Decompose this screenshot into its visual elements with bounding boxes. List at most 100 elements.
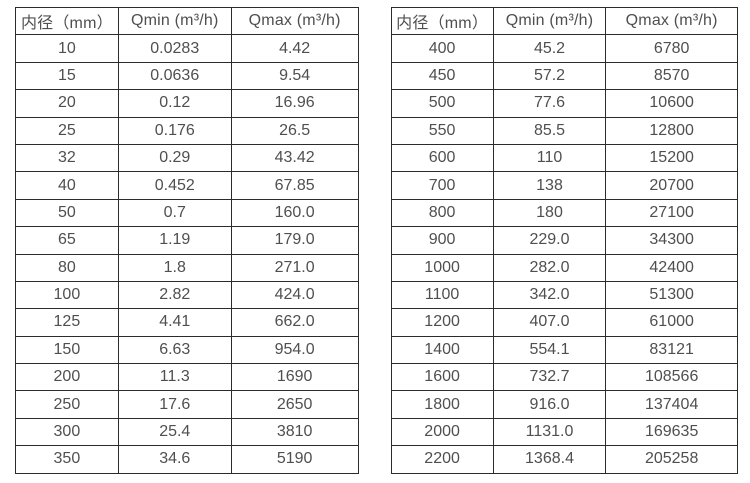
table-cell: 27100 xyxy=(605,198,738,228)
table-cell: 662.0 xyxy=(230,308,359,337)
table-cell: 0.12 xyxy=(117,89,232,118)
table-row: 150 6.63 954.0 xyxy=(15,335,359,365)
table-cell: 20 xyxy=(15,89,119,118)
table-cell: 8570 xyxy=(605,61,738,91)
table-cell: 0.29 xyxy=(117,143,232,173)
table-row: 10 0.0283 4.42 xyxy=(15,34,359,63)
table-cell: 83121 xyxy=(605,335,738,365)
table-row: 500 77.6 10600 xyxy=(390,89,738,118)
table-cell: 10 xyxy=(15,34,119,63)
table-cell: 1800 xyxy=(390,390,494,419)
table-cell: 45.2 xyxy=(492,34,607,63)
table-cell: 424.0 xyxy=(230,280,359,310)
table-cell: 12800 xyxy=(605,116,738,145)
table-row: 100 2.82 424.0 xyxy=(15,280,359,310)
header-row: 内径（mm） Qmin (m³/h) Qmax (m³/h) xyxy=(15,6,359,36)
table-cell: 500 xyxy=(390,89,494,118)
table-row: 125 4.41 662.0 xyxy=(15,308,359,337)
table-cell: 15 xyxy=(15,61,119,91)
table-cell: 34300 xyxy=(605,226,738,255)
table-cell: 4.41 xyxy=(117,308,232,337)
table-row: 2200 1368.4 205258 xyxy=(390,445,738,474)
table-cell: 179.0 xyxy=(230,226,359,255)
table-cell: 954.0 xyxy=(230,335,359,365)
table-cell: 282.0 xyxy=(492,253,607,282)
table-cell: 25 xyxy=(15,116,119,145)
table-cell: 1600 xyxy=(390,363,494,392)
table-cell: 1100 xyxy=(390,280,494,310)
table-cell: 2650 xyxy=(230,390,359,419)
table-row: 550 85.5 12800 xyxy=(390,116,738,145)
table-row: 1200 407.0 61000 xyxy=(390,308,738,337)
flow-table-small-diameters: 内径（mm） Qmin (m³/h) Qmax (m³/h) 10 0.0283 4.42… xyxy=(15,6,359,474)
column-header: Qmin (m³/h) xyxy=(492,6,607,36)
table-row: 250 17.6 2650 xyxy=(15,390,359,419)
table-cell: 80 xyxy=(15,253,119,282)
table-cell: 6.63 xyxy=(117,335,232,365)
table-cell: 160.0 xyxy=(230,198,359,228)
table-cell: 125 xyxy=(15,308,119,337)
table-cell: 900 xyxy=(390,226,494,255)
table-cell: 61000 xyxy=(605,308,738,337)
header-row: 内径（mm） Qmin (m³/h) Qmax (m³/h) xyxy=(390,6,738,36)
table-cell: 26.5 xyxy=(230,116,359,145)
table-cell: 77.6 xyxy=(492,89,607,118)
table-cell: 350 xyxy=(15,445,119,474)
table-cell: 271.0 xyxy=(230,253,359,282)
table-row: 600 110 15200 xyxy=(390,143,738,173)
table-row: 1800 916.0 137404 xyxy=(390,390,738,419)
table-cell: 65 xyxy=(15,226,119,255)
table-row: 1100 342.0 51300 xyxy=(390,280,738,310)
table-cell: 450 xyxy=(390,61,494,91)
table-row: 1600 732.7 108566 xyxy=(390,363,738,392)
table-cell: 300 xyxy=(15,417,119,447)
table-cell: 57.2 xyxy=(492,61,607,91)
table-row: 900 229.0 34300 xyxy=(390,226,738,255)
table-cell: 800 xyxy=(390,198,494,228)
table-cell: 85.5 xyxy=(492,116,607,145)
table-cell: 25.4 xyxy=(117,417,232,447)
table-row: 800 180 27100 xyxy=(390,198,738,228)
table-cell: 407.0 xyxy=(492,308,607,337)
table-cell: 169635 xyxy=(605,417,738,447)
table-cell: 1.8 xyxy=(117,253,232,282)
table-cell: 1200 xyxy=(390,308,494,337)
table-cell: 137404 xyxy=(605,390,738,419)
table-cell: 10600 xyxy=(605,89,738,118)
table-cell: 20700 xyxy=(605,171,738,200)
table-row: 80 1.8 271.0 xyxy=(15,253,359,282)
table-cell: 3810 xyxy=(230,417,359,447)
table-row: 50 0.7 160.0 xyxy=(15,198,359,228)
table-row: 65 1.19 179.0 xyxy=(15,226,359,255)
table-row: 25 0.176 26.5 xyxy=(15,116,359,145)
table-row: 1000 282.0 42400 xyxy=(390,253,738,282)
flow-table-large-diameters: 内径（mm） Qmin (m³/h) Qmax (m³/h) 400 45.2 6780 4… xyxy=(390,6,739,474)
table-cell: 180 xyxy=(492,198,607,228)
table-cell: 916.0 xyxy=(492,390,607,419)
table-cell: 9.54 xyxy=(230,61,359,91)
table-cell: 2000 xyxy=(390,417,494,447)
table-cell: 550 xyxy=(390,116,494,145)
table-cell: 1.19 xyxy=(117,226,232,255)
table-row: 2000 1131.0 169635 xyxy=(390,417,738,447)
table-cell: 200 xyxy=(15,363,119,392)
table-row: 200 11.3 1690 xyxy=(15,363,359,392)
table-row: 700 138 20700 xyxy=(390,171,738,200)
table-cell: 700 xyxy=(390,171,494,200)
table-cell: 138 xyxy=(492,171,607,200)
table-cell: 2.82 xyxy=(117,280,232,310)
column-header: 内径（mm） xyxy=(390,6,494,36)
table-cell: 43.42 xyxy=(230,143,359,173)
table-cell: 600 xyxy=(390,143,494,173)
table-cell: 1400 xyxy=(390,335,494,365)
table-cell: 0.452 xyxy=(117,171,232,200)
table-cell: 40 xyxy=(15,171,119,200)
table-cell: 150 xyxy=(15,335,119,365)
table-cell: 42400 xyxy=(605,253,738,282)
table-cell: 250 xyxy=(15,390,119,419)
table-cell: 400 xyxy=(390,34,494,63)
table-row: 300 25.4 3810 xyxy=(15,417,359,447)
table-cell: 2200 xyxy=(390,445,494,474)
column-header: Qmax (m³/h) xyxy=(230,6,359,36)
